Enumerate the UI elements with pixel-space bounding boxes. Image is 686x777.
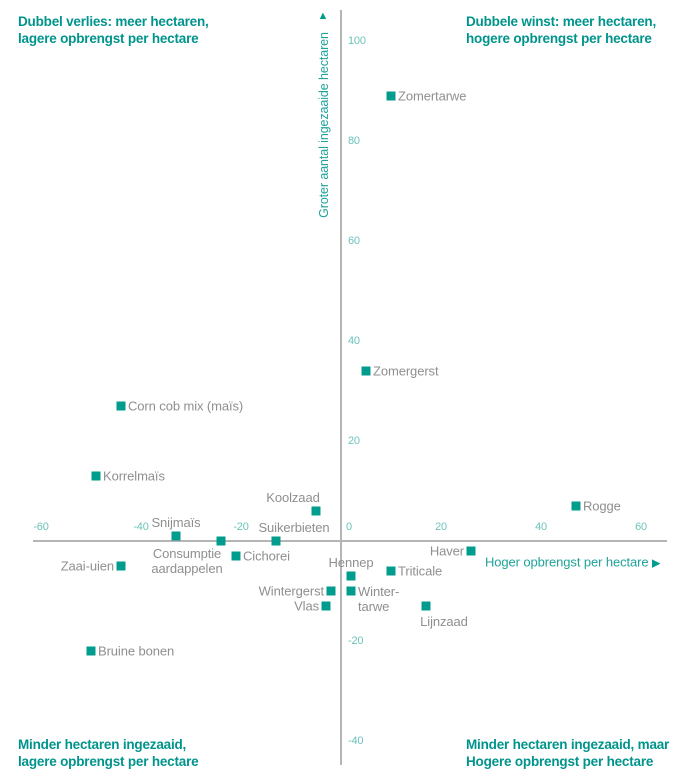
data-point-marker-snijma-s [171, 531, 181, 541]
x-tick-label-60: 60 [635, 521, 647, 533]
x-tick-label-0: 0 [346, 521, 352, 533]
data-point-label-korrelma-s: Korrelmaïs [103, 468, 165, 484]
data-point-marker-suikerbieten [271, 536, 281, 546]
data-point-label-cichorei: Cichorei [243, 548, 290, 564]
y-tick-label--20: -20 [348, 635, 364, 647]
data-point-label-triticale: Triticale [398, 563, 443, 579]
x-axis-label-text: Hoger opbrengst per hectare [485, 554, 649, 570]
data-point-marker-wintergerst [326, 586, 336, 596]
caption-line: Minder hectaren ingezaaid, [18, 737, 187, 752]
data-point-marker-zaai-uien [116, 561, 126, 571]
y-axis-arrow-icon: ▲ [317, 10, 329, 22]
y-axis-line [340, 10, 342, 765]
data-point-marker-triticale [386, 566, 396, 576]
data-point-label-lijnzaad: Lijnzaad [420, 614, 468, 629]
data-point-label-vlas: Vlas [294, 598, 319, 614]
caption-line: hogere opbrengst per hectare [466, 31, 652, 46]
caption-line: Dubbele winst: meer hectaren, [466, 14, 657, 29]
x-axis-label: Hoger opbrengst per hectare ▶ [485, 554, 661, 570]
data-point-marker-vlas [321, 601, 331, 611]
data-point-label-hennep: Hennep [328, 555, 374, 570]
caption-line: Dubbel verlies: meer hectaren, [18, 14, 209, 29]
x-tick-label--60: -60 [33, 521, 49, 533]
data-point-marker-zomergerst [361, 366, 371, 376]
x-axis-line [33, 540, 667, 542]
x-tick-label-20: 20 [435, 521, 447, 533]
data-point-marker-rogge [571, 501, 581, 511]
data-point-label-zaai-uien: Zaai-uien [60, 558, 114, 574]
data-point-marker-cichorei [231, 551, 241, 561]
data-point-label-koolzaad: Koolzaad [266, 490, 320, 505]
quadrant-caption-bottom-right: Minder hectaren ingezaaid, maar Hogere o… [466, 736, 669, 770]
caption-line: Minder hectaren ingezaaid, maar [466, 737, 670, 752]
data-point-marker-bruine-bonen [86, 646, 96, 656]
data-point-marker-korrelma-s [91, 471, 101, 481]
x-axis-arrow-icon: ▶ [652, 557, 661, 570]
caption-line: Hogere opbrengst per hectare [466, 754, 654, 769]
data-point-label-bruine-bonen: Bruine bonen [98, 643, 175, 659]
x-tick-label-40: 40 [535, 521, 547, 533]
x-tick-label--40: -40 [133, 521, 149, 533]
data-point-marker-hennep [346, 571, 356, 581]
data-point-marker-consumptie-aardappelen [216, 536, 226, 546]
y-tick-label-60: 60 [348, 235, 360, 247]
y-tick-label--40: -40 [348, 735, 364, 747]
data-point-label-suikerbieten: Suikerbieten [258, 520, 330, 535]
data-point-marker-wintertarwe [346, 586, 356, 596]
data-point-label-wintergerst: Wintergerst [258, 583, 324, 599]
y-tick-label-20: 20 [348, 435, 360, 447]
data-point-label-haver: Haver [429, 543, 464, 559]
data-point-marker-corn-cob-mix-ma-s [116, 401, 126, 411]
data-point-label-snijma-s: Snijmaïs [151, 515, 201, 530]
quadrant-caption-top-right: Dubbele winst: meer hectaren, hogere opb… [466, 13, 656, 47]
data-point-marker-lijnzaad [421, 601, 431, 611]
data-point-marker-koolzaad [311, 506, 321, 516]
y-axis-label: Groter aantal ingezaaide hectaren [317, 32, 331, 218]
data-point-label-zomergerst: Zomergerst [373, 363, 439, 379]
y-tick-label-80: 80 [348, 135, 360, 147]
y-tick-label-100: 100 [348, 35, 366, 47]
caption-line: lagere opbrengst per hectare [18, 754, 199, 769]
data-point-label-rogge: Rogge [583, 498, 621, 514]
data-point-label-corn-cob-mix-ma-s: Corn cob mix (maïs) [128, 398, 244, 414]
x-tick-label--20: -20 [233, 521, 249, 533]
data-point-label-consumptie-aardappelen: Consumptie aardappelen [151, 546, 223, 576]
y-tick-label-40: 40 [348, 335, 360, 347]
data-point-label-wintertarwe: Winter- tarwe [358, 584, 400, 614]
data-point-label-zomertarwe: Zomertarwe [398, 88, 467, 104]
quadrant-caption-top-left: Dubbel verlies: meer hectaren, lagere op… [18, 13, 209, 47]
data-point-marker-haver [466, 546, 476, 556]
data-point-marker-zomertarwe [386, 91, 396, 101]
quadrant-caption-bottom-left: Minder hectaren ingezaaid, lagere opbren… [18, 736, 199, 770]
caption-line: lagere opbrengst per hectare [18, 31, 199, 46]
